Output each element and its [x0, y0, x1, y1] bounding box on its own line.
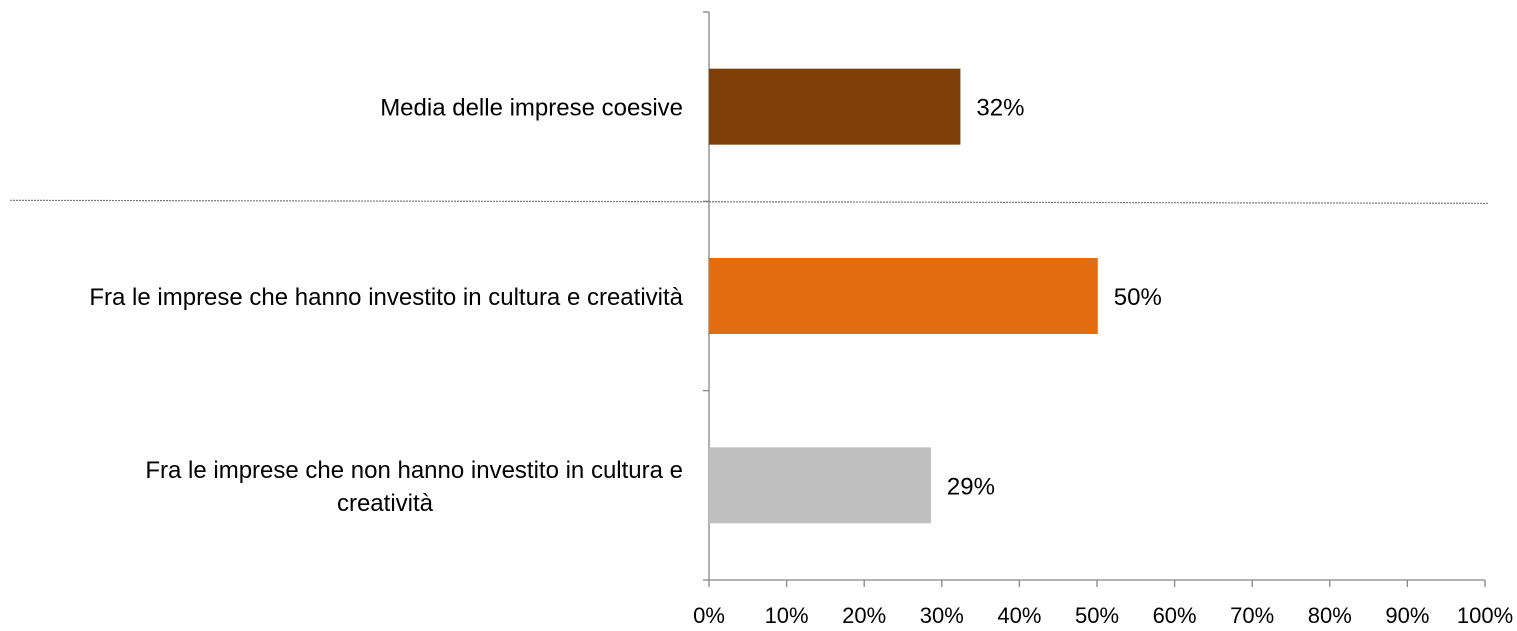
x-tick-label: 10%	[765, 603, 809, 626]
x-tick-label: 0%	[693, 603, 725, 626]
x-tick-label: 30%	[920, 603, 964, 626]
x-tick-label: 80%	[1308, 603, 1352, 626]
category-label: Media delle imprese coesive	[380, 95, 683, 122]
x-tick-label: 90%	[1385, 603, 1429, 626]
data-label: 50%	[1114, 284, 1162, 311]
x-tick-label: 40%	[997, 603, 1041, 626]
x-tick-label: 50%	[1075, 603, 1119, 626]
data-label: 32%	[976, 95, 1024, 122]
bar	[709, 68, 961, 145]
category-label: Fra le imprese che non hanno investito i…	[145, 457, 683, 484]
x-tick-label: 100%	[1457, 603, 1513, 626]
bar	[709, 258, 1098, 334]
bar	[709, 447, 931, 524]
separator-line	[9, 199, 1489, 204]
category-label: Fra le imprese che hanno investito in cu…	[89, 284, 683, 311]
x-tick-label: 60%	[1153, 603, 1197, 626]
category-label: creatività	[337, 490, 434, 517]
x-tick-label: 20%	[842, 603, 886, 626]
data-label: 29%	[947, 473, 995, 500]
x-tick-label: 70%	[1230, 603, 1274, 626]
